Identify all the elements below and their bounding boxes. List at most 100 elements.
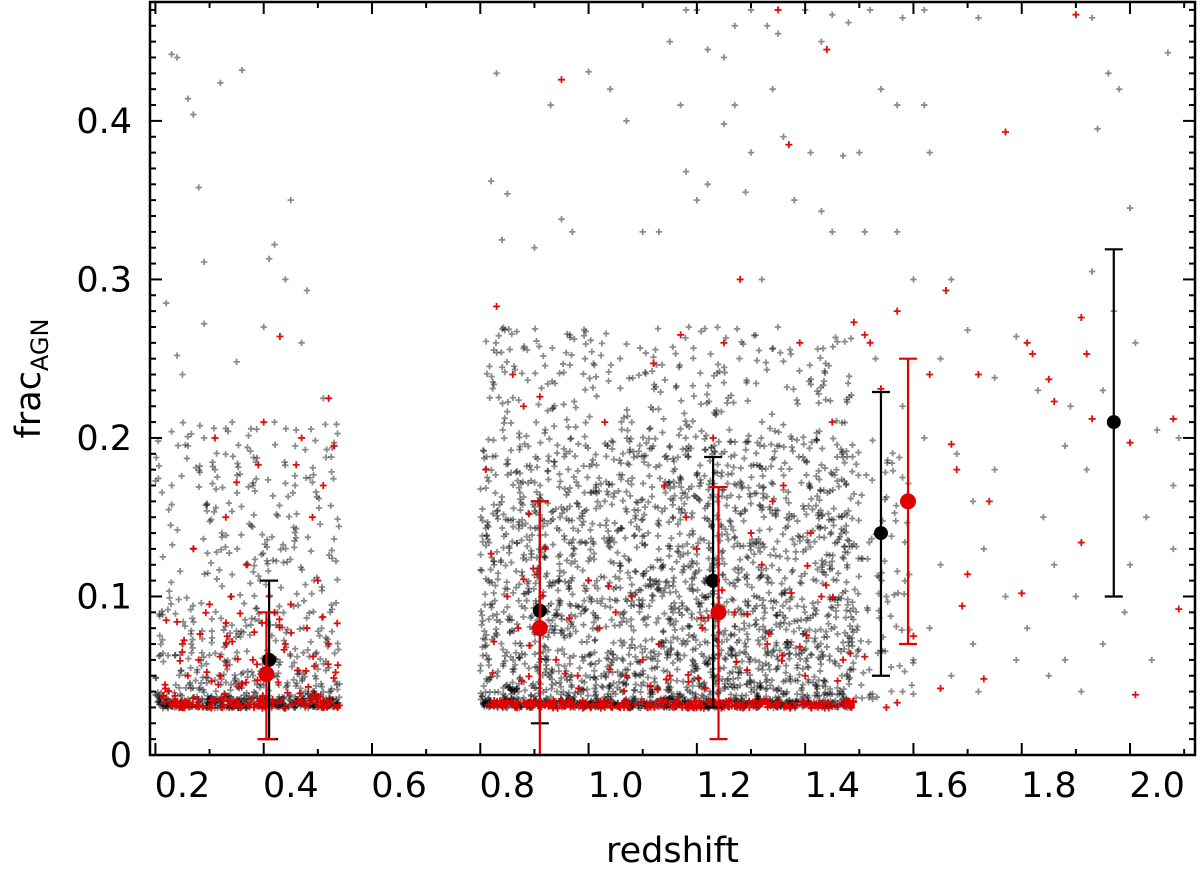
black-scatter-point xyxy=(249,523,256,531)
black-scatter-point xyxy=(276,603,283,610)
black-scatter-point xyxy=(770,597,778,604)
black-scatter-point xyxy=(781,459,788,467)
black-scatter-point xyxy=(681,500,688,507)
black-scatter-point xyxy=(630,448,637,455)
black-scatter-point xyxy=(800,441,808,448)
black-scatter-point xyxy=(631,532,639,539)
black-scatter-point xyxy=(155,698,162,705)
black-scatter-point xyxy=(856,149,863,156)
black-scatter-point xyxy=(843,607,850,614)
black-scatter-point xyxy=(616,355,624,362)
black-scatter-point xyxy=(595,474,603,482)
black-scatter-point xyxy=(566,448,573,455)
black-scatter-point xyxy=(736,556,744,563)
black-scatter-point xyxy=(531,650,539,658)
black-scatter-point xyxy=(589,520,596,527)
black-scatter-point xyxy=(849,453,856,460)
black-scatter-point xyxy=(477,485,484,493)
black-scatter-point xyxy=(479,643,486,651)
black-scatter-point xyxy=(252,616,259,623)
black-scatter-point xyxy=(519,501,526,508)
black-scatter-point xyxy=(292,682,300,690)
black-scatter-point xyxy=(838,672,846,679)
black-scatter-point xyxy=(547,622,554,630)
black-scatter-point xyxy=(512,640,519,647)
black-scatter-point xyxy=(297,564,305,571)
black-scatter-point xyxy=(819,512,826,520)
black-scatter-point xyxy=(843,579,850,586)
black-scatter-point xyxy=(720,664,728,671)
black-scatter-point xyxy=(243,648,251,655)
black-scatter-point xyxy=(858,491,865,499)
black-scatter-point xyxy=(228,621,236,629)
black-scatter-point xyxy=(622,596,630,603)
black-scatter-point xyxy=(746,542,754,550)
black-scatter-point xyxy=(177,667,184,675)
black-scatter-point xyxy=(246,520,253,527)
black-scatter-point xyxy=(247,425,255,432)
black-scatter-point xyxy=(828,625,835,633)
black-scatter-point xyxy=(174,526,181,534)
black-scatter-point xyxy=(159,611,166,618)
black-scatter-point xyxy=(759,540,767,548)
black-scatter-point xyxy=(622,534,629,542)
black-scatter-point xyxy=(590,556,598,563)
black-scatter-point xyxy=(502,562,509,569)
black-scatter-point xyxy=(778,580,785,587)
black-scatter-point xyxy=(481,698,489,705)
black-scatter-point xyxy=(240,600,248,607)
black-scatter-point xyxy=(824,613,831,620)
black-scatter-point xyxy=(578,638,585,646)
black-scatter-point xyxy=(598,683,605,690)
black-scatter-point xyxy=(332,696,340,703)
black-scatter-point xyxy=(681,652,688,659)
black-scatter-point xyxy=(224,428,232,435)
black-scatter-point xyxy=(263,557,271,565)
black-scatter-point xyxy=(910,690,917,698)
black-scatter-point xyxy=(607,647,614,655)
red-scatter-point xyxy=(947,440,955,448)
black-scatter-point xyxy=(783,514,790,522)
black-scatter-point xyxy=(696,497,703,504)
black-scatter-point xyxy=(291,693,299,701)
black-scatter-point xyxy=(780,619,788,626)
black-scatter-point xyxy=(768,410,776,418)
black-scatter-point xyxy=(858,695,866,702)
black-scatter-point xyxy=(794,400,801,408)
black-scatter-point xyxy=(661,376,669,384)
black-scatter-point xyxy=(249,672,257,679)
black-scatter-point xyxy=(773,686,780,694)
black-scatter-point xyxy=(752,380,760,387)
black-scatter-point xyxy=(746,671,754,679)
black-scatter-point xyxy=(183,594,190,601)
black-scatter-point xyxy=(1088,14,1096,22)
black-scatter-point xyxy=(773,612,780,619)
black-scatter-point xyxy=(541,553,548,561)
black-scatter-point xyxy=(248,615,255,622)
red-scatter-point xyxy=(162,616,170,624)
black-scatter-point xyxy=(667,589,674,596)
black-scatter-point xyxy=(582,386,589,393)
black-scatter-point xyxy=(187,664,194,672)
black-scatter-point xyxy=(684,453,692,461)
black-scatter-point xyxy=(760,494,767,502)
black-scatter-point xyxy=(587,661,594,668)
black-scatter-point xyxy=(887,663,895,671)
black-scatter-point xyxy=(849,515,856,522)
black-scatter-point xyxy=(659,639,667,646)
black-scatter-point xyxy=(770,546,778,553)
black-scatter-point xyxy=(738,692,746,699)
black-scatter-point xyxy=(638,682,645,689)
black-scatter-point xyxy=(573,478,580,486)
black-scatter-point xyxy=(760,513,768,521)
black-scatter-point xyxy=(608,659,616,666)
black-scatter-point xyxy=(830,516,837,523)
black-scatter-point xyxy=(535,401,542,408)
black-scatter-point xyxy=(675,593,683,600)
black-scatter-point xyxy=(324,635,331,643)
black-scatter-point xyxy=(718,638,726,646)
black-scatter-point xyxy=(1116,85,1123,93)
black-scatter-point xyxy=(561,578,569,585)
black-scatter-point xyxy=(666,552,673,560)
black-scatter-point xyxy=(889,467,897,474)
